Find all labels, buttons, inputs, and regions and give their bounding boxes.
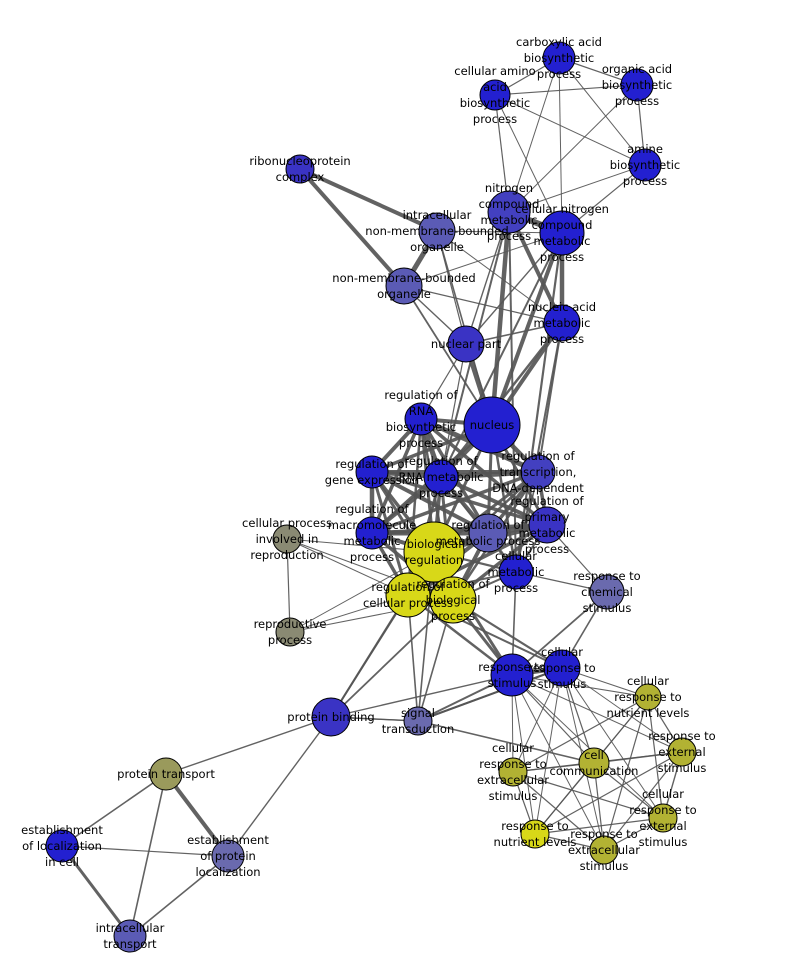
graph-node-cellular-amino-acid-biosynthetic-process[interactable] [479,79,511,111]
graph-edge [603,751,683,851]
graph-edge [534,751,683,835]
graph-edge [403,285,563,324]
labels-layer: carboxylic acid biosynthetic process organi… [21,35,716,951]
graph-node-amine-biosynthetic-process[interactable] [628,148,662,182]
graph-edge [508,84,638,213]
graph-edge [330,674,513,718]
graph-node-intracellular-transport[interactable] [113,919,147,953]
graph-node-cellular-nitrogen-compound-metabolic-process[interactable] [539,210,585,256]
graph-edge [511,674,536,835]
graph-edge [165,716,332,775]
graph-edge [403,232,563,287]
graph-edge [511,674,605,851]
graph-node-regulation-of-macromolecule-metabolic-process[interactable] [355,516,389,550]
graph-node-cell-communication[interactable] [578,747,610,779]
graph-edge [465,232,563,345]
graph-edge [61,773,167,847]
graph-edge [330,594,409,718]
graph-edge [417,720,595,764]
graph-edge [440,343,467,478]
graph-edge [512,667,563,773]
graph-edge [494,94,563,234]
graph-node-regulation-of-primary-metabolic-process[interactable] [528,506,566,544]
graph-edge [371,470,539,535]
graph-edge [371,470,548,527]
graph-edge [436,230,563,324]
graph-node-protein-binding[interactable] [311,697,351,737]
graph-node-regulation-of-rna-biosynthetic-process[interactable] [404,402,438,436]
graph-edge [489,211,512,426]
graph-edge [561,667,664,819]
graph-edge [534,817,664,835]
graph-node-establishment-of-protein-localization[interactable] [211,839,245,873]
graph-node-regulation-of-cellular-process[interactable] [385,572,431,618]
graph-edge [490,232,564,426]
graph-node-regulation-of-biological-process[interactable] [429,576,477,624]
graph-edge [298,167,406,288]
graph-node-cellular-response-to-extracellular-stimulus[interactable] [498,757,528,787]
graph-edge [164,772,230,858]
graph-edge [508,57,560,213]
graph-edge [129,855,229,937]
graph-node-intracellular-non-membrane-bounded-organelle[interactable] [418,212,456,250]
graph-node-response-to-nutrient-levels[interactable] [520,819,550,849]
graph-node-establishment-of-localization-in-cell[interactable] [45,829,79,863]
graph-node-carboxylic-acid-biosynthetic-process[interactable] [542,41,576,75]
graph-edge [61,845,229,857]
graph-edge [558,57,563,234]
graph-edge [417,667,563,722]
graph-node-signal-transduction[interactable] [403,706,433,736]
graph-node-cellular-process-involved-in-reproduction[interactable] [272,524,302,554]
graph-node-response-to-chemical-stimulus[interactable] [589,574,625,610]
graph-node-regulation-of-rna-metabolic-process[interactable] [423,459,459,495]
graph-node-ribonucleoprotein-complex[interactable] [285,154,315,184]
graph-node-cellular-metabolic-process[interactable] [498,554,534,590]
graph-edge [511,674,664,819]
edges-layer [60,57,683,937]
graph-edge [494,84,638,96]
graph-edge [647,696,664,819]
graph-node-cellular-response-to-stimulus[interactable] [543,649,581,687]
graph-edge [227,716,332,857]
graph-node-response-to-extracellular-stimulus[interactable] [589,835,619,865]
graph-edge [129,773,167,937]
graph-node-nitrogen-compound-metabolic-process[interactable] [487,190,531,234]
graph-node-nucleic-acid-metabolic-process[interactable] [543,304,581,342]
graph-node-biological-regulation[interactable] [403,521,465,583]
graph-edge [561,667,683,753]
graph-edge [512,771,664,819]
nodes-layer[interactable] [45,41,697,953]
graph-edge [286,538,291,633]
graph-edge [330,599,454,718]
graph-node-organic-acid-biosynthetic-process[interactable] [620,68,654,102]
graph-edge [512,696,649,773]
graph-node-protein-transport[interactable] [149,757,183,791]
graph-node-non-membrane-bounded-organelle[interactable] [385,267,423,305]
graph-node-reproductive-process[interactable] [275,617,305,647]
graph-edge [534,667,563,835]
graph-edge [60,845,132,937]
graph-node-regulation-of-transcription-dna-dependent[interactable] [520,454,556,490]
graph-edge [494,94,646,166]
graph-edge [371,470,489,535]
graph-node-regulation-of-metabolic-process[interactable] [468,513,508,553]
graph-edge [512,771,605,851]
graph-edge [299,167,438,233]
graph-node-response-to-stimulus[interactable] [490,653,534,697]
graph-node-cellular-response-to-nutrient-levels[interactable] [634,683,662,711]
graph-node-response-to-external-stimulus[interactable] [667,737,697,767]
graph-node-cellular-response-to-external-stimulus[interactable] [648,803,678,833]
graph-node-nuclear-part[interactable] [447,325,485,363]
graph-edge [558,57,646,166]
graph-node-nucleus[interactable] [463,396,521,454]
graph-node-regulation-of-gene-expression[interactable] [355,455,389,489]
graph-edge [508,164,646,213]
graph-edge [440,475,548,527]
graph-edge [465,211,510,345]
